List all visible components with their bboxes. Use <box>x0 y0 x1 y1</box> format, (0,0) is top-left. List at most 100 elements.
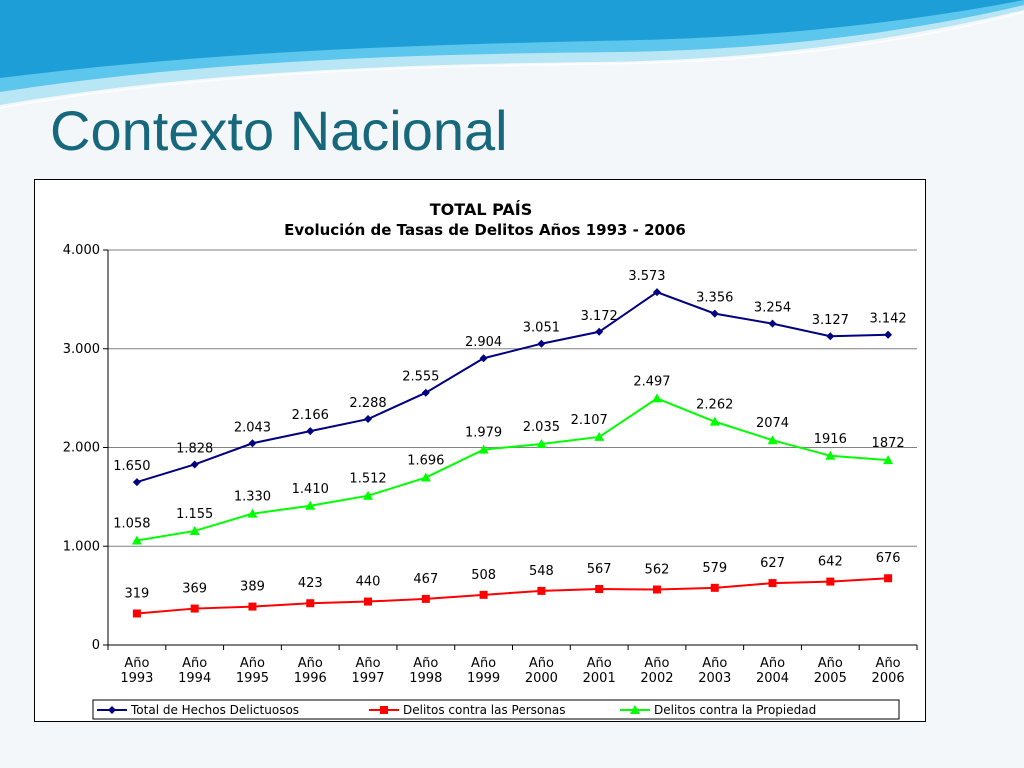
wave-line <box>0 11 1024 109</box>
point-marker <box>652 288 661 297</box>
x-tick-label: Año 1994 <box>178 656 211 686</box>
legend: Total de Hechos Delictuosos Delitos contr… <box>92 699 900 720</box>
data-label: 562 <box>645 563 670 578</box>
point-marker <box>363 490 374 500</box>
data-label: 2.166 <box>292 408 329 423</box>
point-marker <box>537 339 546 348</box>
point-marker <box>247 508 258 518</box>
legend-label: Total de Hechos Delictuosos <box>130 703 299 717</box>
data-label: 2.043 <box>234 420 271 435</box>
axes: 0 1.000 2.000 3.000 4.000 Año 1993 Año 1994 Año 19… <box>63 243 918 686</box>
point-marker <box>478 444 489 454</box>
data-label: 440 <box>356 575 381 590</box>
point-marker <box>710 583 719 592</box>
data-label: 1.058 <box>113 517 150 532</box>
data-label: 3.051 <box>523 321 560 336</box>
point-marker <box>306 427 315 436</box>
data-label: 2.035 <box>523 420 560 435</box>
point-marker <box>420 472 431 482</box>
point-marker <box>479 354 488 363</box>
point-marker <box>767 435 778 445</box>
x-tick-label: Año 2005 <box>814 656 847 686</box>
data-label: 1.979 <box>465 426 502 441</box>
slide-title: Contexto Nacional <box>50 99 508 162</box>
data-label: 1.650 <box>113 459 150 474</box>
point-marker <box>131 535 142 545</box>
x-tick-label: Año 2004 <box>756 656 789 686</box>
point-marker <box>421 594 430 603</box>
data-label: 2074 <box>756 416 789 431</box>
x-tick-label: Año 1998 <box>409 656 442 686</box>
data-label: 1.330 <box>234 490 271 505</box>
data-label: 548 <box>529 564 554 579</box>
series-2 <box>132 574 893 618</box>
point-marker <box>826 577 835 586</box>
data-label: 1.410 <box>292 482 329 497</box>
y-tick-label: 4.000 <box>63 243 100 258</box>
point-marker <box>826 332 835 341</box>
data-label: 2.107 <box>571 413 608 428</box>
point-marker <box>364 597 373 606</box>
data-label: 1.155 <box>176 507 213 522</box>
legend-box <box>92 699 900 720</box>
point-marker <box>825 450 836 460</box>
point-marker <box>248 602 257 611</box>
chart-frame: TOTAL PAÍS Evolución de Tasas de Delitos… <box>34 179 926 722</box>
data-label: 579 <box>702 561 727 576</box>
point-marker <box>884 574 893 583</box>
data-label: 508 <box>471 568 496 583</box>
data-label: 2.904 <box>465 335 502 350</box>
point-marker <box>306 599 315 608</box>
data-label: 1916 <box>814 432 847 447</box>
point-marker <box>190 460 199 469</box>
point-marker <box>709 416 720 426</box>
point-marker <box>630 705 640 714</box>
data-label: 1.512 <box>349 472 386 487</box>
data-label: 3.127 <box>812 313 849 328</box>
data-label: 1.828 <box>176 441 213 456</box>
data-label: 3.254 <box>754 301 791 316</box>
chart-title: TOTAL PAÍS <box>430 200 532 219</box>
point-marker <box>594 431 605 441</box>
data-label: 567 <box>587 562 612 577</box>
data-label: 2.555 <box>402 370 439 385</box>
point-marker <box>189 525 200 535</box>
data-label: 423 <box>298 576 323 591</box>
data-label: 2.497 <box>633 374 670 389</box>
point-marker <box>768 319 777 328</box>
point-marker <box>652 585 661 594</box>
data-label: 1.696 <box>407 454 444 469</box>
data-label: 676 <box>876 551 901 566</box>
data-label: 467 <box>413 572 438 587</box>
data-label: 627 <box>760 556 785 571</box>
y-tick-label: 3.000 <box>63 342 100 357</box>
legend-item-1: Total de Hechos Delictuosos <box>97 703 299 717</box>
series-line <box>136 397 889 542</box>
point-marker <box>595 327 604 336</box>
y-tick-label: 0 <box>92 638 100 653</box>
point-marker <box>536 439 547 449</box>
point-marker <box>479 590 488 599</box>
data-label: 642 <box>818 555 843 570</box>
point-marker <box>421 388 430 397</box>
point-marker <box>380 706 388 714</box>
x-tick-label: Año 1997 <box>351 656 384 686</box>
series-layer <box>131 288 894 618</box>
x-tick-label: Año 2002 <box>640 656 673 686</box>
point-marker <box>132 478 141 487</box>
x-tick-label: Año 2006 <box>872 656 905 686</box>
x-tick-label: Año 1993 <box>120 656 153 686</box>
x-tick-label: Año 1995 <box>236 656 269 686</box>
point-marker <box>132 609 141 618</box>
data-labels: 1.650 1.828 2.043 2.166 2.288 2.555 2.904 3.051… <box>113 269 906 601</box>
data-label: 1872 <box>872 436 905 451</box>
point-marker <box>537 586 546 595</box>
x-tick-label: Año 1999 <box>467 656 500 686</box>
data-label: 3.172 <box>581 309 618 324</box>
x-tick-label: Año 2000 <box>525 656 558 686</box>
point-marker <box>768 579 777 588</box>
point-marker <box>305 500 316 510</box>
point-marker <box>651 393 662 403</box>
x-tick-label: Año 2001 <box>583 656 616 686</box>
data-label: 319 <box>124 586 149 601</box>
